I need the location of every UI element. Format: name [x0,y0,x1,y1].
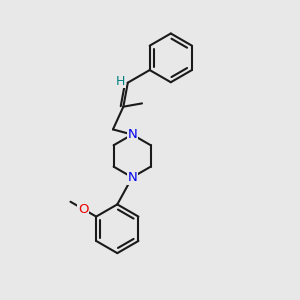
Text: H: H [116,75,125,88]
Text: N: N [127,128,137,141]
Text: O: O [78,202,88,216]
Text: N: N [127,171,137,184]
